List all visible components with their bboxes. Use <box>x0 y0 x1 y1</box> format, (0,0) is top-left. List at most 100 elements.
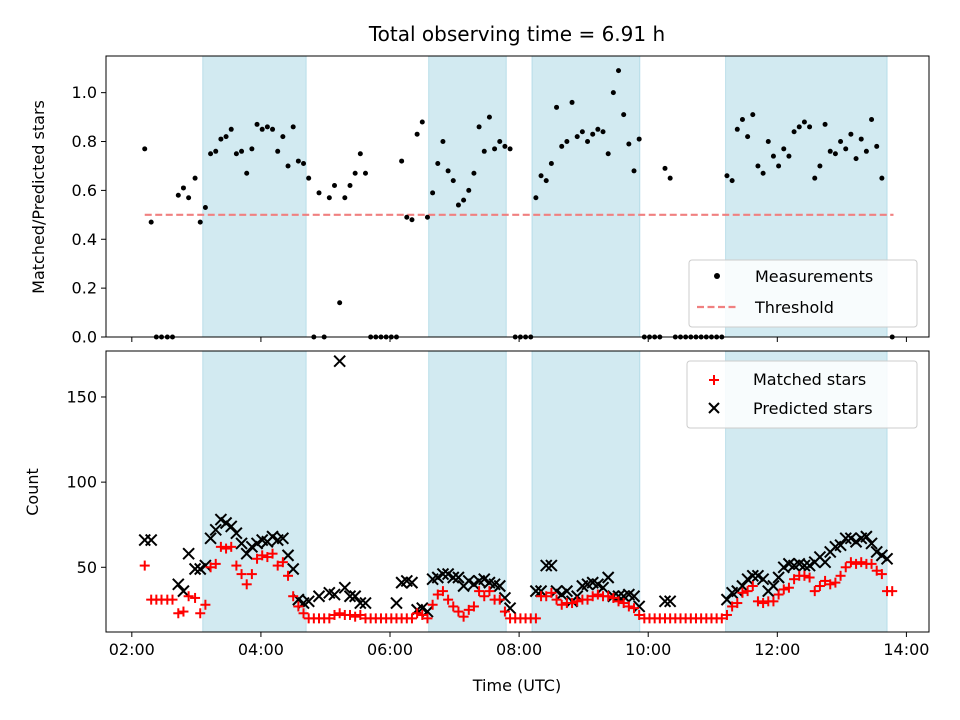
measurement-point <box>440 139 446 145</box>
predicted-star-marker <box>756 572 770 586</box>
measurement-point <box>497 139 503 145</box>
legend-predicted-label: Predicted stars <box>753 399 873 418</box>
measurement-point <box>233 151 239 157</box>
predicted-star-marker <box>177 584 190 598</box>
matched-star-marker <box>427 599 438 610</box>
measurement-point <box>745 134 751 140</box>
predicted-star-marker <box>144 533 158 547</box>
predicted-star-marker <box>767 579 780 593</box>
measurement-point <box>362 170 368 176</box>
bottom-panel-x-ticks: 02:00 04:00 06:00 08:00 10:00 12:00 14:00 <box>109 632 929 659</box>
measurement-point <box>295 158 301 164</box>
measurement-point <box>316 190 322 196</box>
legend-measurements-label: Measurements <box>755 267 873 286</box>
predicted-star-marker <box>839 532 852 545</box>
matched-star-marker <box>262 552 273 563</box>
matched-star-marker <box>236 569 247 580</box>
measurement-point <box>218 136 224 142</box>
matched-star-marker <box>742 586 753 597</box>
top-panel: 0.0 0.2 0.4 0.6 0.8 1.0 Matched/Predicted sta… <box>29 55 930 347</box>
measurement-point <box>838 139 844 145</box>
predicted-star-marker <box>746 569 759 583</box>
measurement-point <box>409 217 415 223</box>
predicted-star-marker <box>534 584 548 598</box>
top-shaded-interval-1 <box>428 55 507 338</box>
top-y-tick-label: 0.4 <box>72 230 97 249</box>
measurement-point <box>781 146 787 152</box>
matched-star-marker <box>814 581 825 592</box>
predicted-star-marker <box>498 591 512 605</box>
measurement-point <box>812 175 818 181</box>
bottom-y-tick-label: 150 <box>66 387 97 406</box>
measurement-point <box>450 178 456 184</box>
measurement-point <box>776 163 782 169</box>
top-panel-x-ticks <box>131 337 907 342</box>
matched-star-marker <box>221 543 232 554</box>
matched-star-marker <box>252 553 263 564</box>
measurement-point <box>326 195 332 201</box>
predicted-star-marker <box>560 584 574 598</box>
predicted-star-marker <box>612 590 625 603</box>
measurement-point <box>590 131 596 137</box>
measurement-point <box>285 163 291 169</box>
measurement-point <box>445 168 451 174</box>
bottom-y-tick-label: 50 <box>77 558 97 577</box>
matched-star-marker <box>546 587 557 598</box>
legend-matched-label: Matched stars <box>753 370 866 389</box>
matched-star-marker <box>835 570 846 581</box>
matched-star-marker <box>603 591 614 602</box>
matched-star-marker <box>809 586 820 597</box>
matched-star-marker <box>298 608 309 619</box>
matched-star-marker <box>200 599 211 610</box>
matched-star-marker <box>463 604 474 615</box>
legend-threshold-label: Threshold <box>754 298 834 317</box>
matched-star-marker <box>139 560 150 571</box>
bottom-panel-frame <box>105 350 930 633</box>
predicted-star-marker <box>209 523 222 537</box>
measurement-point <box>755 163 761 169</box>
measurement-point <box>817 163 823 169</box>
measurement-point <box>848 131 854 137</box>
measurement-point <box>533 195 539 201</box>
matched-star-marker <box>453 606 464 617</box>
predicted-star-marker <box>736 579 749 593</box>
predicted-star-marker <box>658 595 672 608</box>
measurement-point <box>626 141 632 147</box>
bottom-legend-box <box>686 360 918 429</box>
predicted-star-marker <box>359 596 372 610</box>
measurement-point <box>208 151 214 157</box>
matched-star-marker <box>530 613 541 624</box>
measurement-point <box>600 129 606 135</box>
measurement-point <box>259 126 265 132</box>
matched-star-marker <box>613 596 624 607</box>
bottom-panel: 50 100 150 02:00 04:00 06:00 08:00 10:00 12:00 1… <box>23 350 930 695</box>
measurement-point <box>466 187 472 193</box>
matched-star-marker <box>468 601 479 612</box>
predicted-star-marker <box>834 538 847 552</box>
matched-star-marker <box>215 541 226 552</box>
measurement-point <box>337 300 343 306</box>
measurement-point <box>786 153 792 159</box>
x-tick-label: 06:00 <box>367 640 413 659</box>
matched-star-marker <box>412 608 423 619</box>
predicted-star-marker <box>354 596 367 610</box>
predicted-star-marker <box>447 571 460 584</box>
bottom-panel-y-ticks: 50 100 150 <box>66 387 106 577</box>
x-tick-label: 12:00 <box>754 640 800 659</box>
matched-star-marker <box>768 596 779 607</box>
matched-star-marker <box>845 557 856 568</box>
measurement-point <box>244 170 250 176</box>
matched-star-marker <box>592 589 603 600</box>
matched-star-marker <box>267 548 278 559</box>
matched-star-marker <box>840 562 851 573</box>
matched-star-marker <box>608 592 619 603</box>
x-axis-title: Time (UTC) <box>472 676 561 695</box>
matched-star-marker <box>195 608 206 619</box>
measurement-point <box>357 151 363 157</box>
matched-star-marker <box>866 558 877 569</box>
measurement-point <box>332 183 338 189</box>
measurement-point <box>492 146 498 152</box>
matched-star-marker <box>634 609 645 620</box>
matched-star-marker <box>283 570 294 581</box>
measurement-point <box>228 126 234 132</box>
